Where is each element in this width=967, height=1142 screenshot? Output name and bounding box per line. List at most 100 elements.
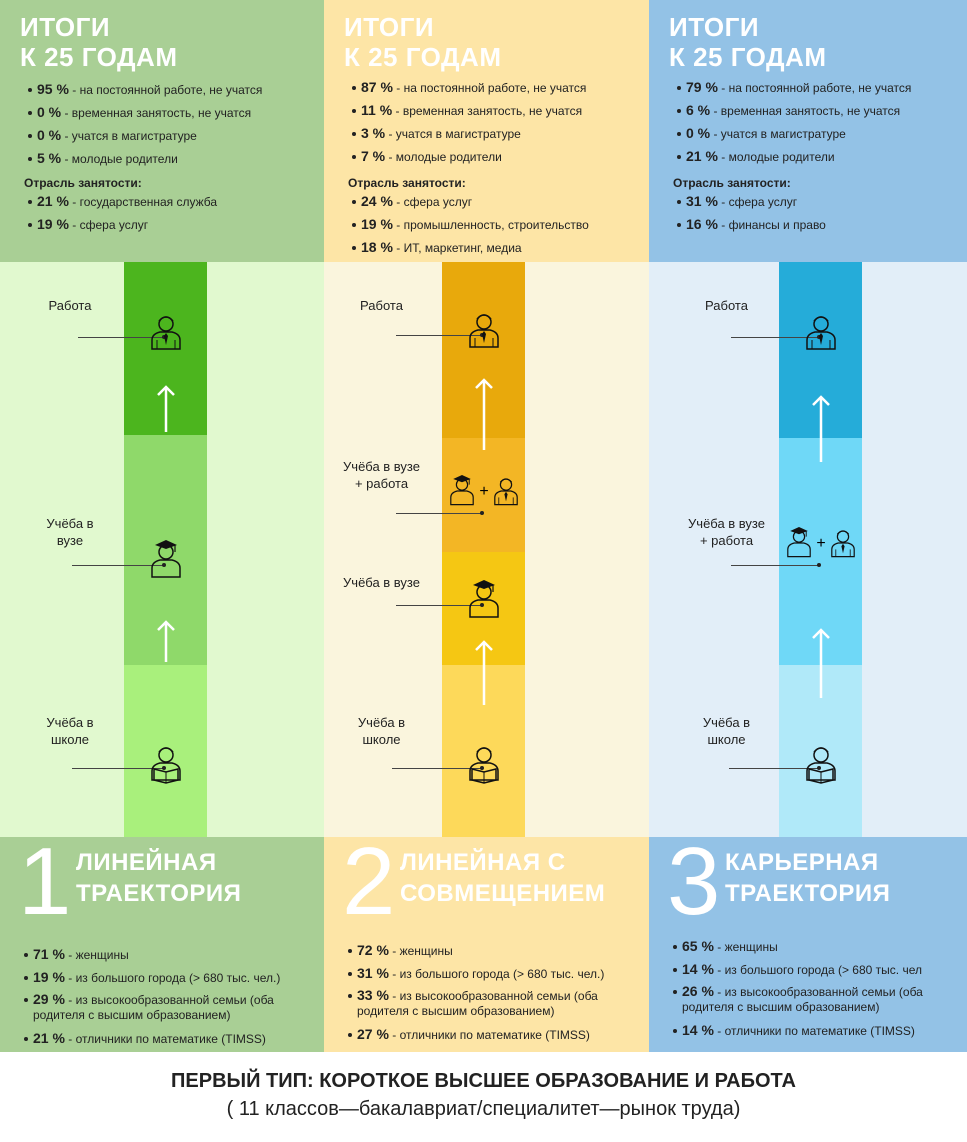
industry-text: сфера услуг	[728, 195, 798, 209]
leader-line	[72, 565, 164, 566]
profile-text: из высокообразованной семьи (оба родител…	[357, 989, 598, 1018]
arrow-up-icon	[474, 640, 493, 705]
outcome-item: 0 % - учатся в магистратуре	[28, 124, 262, 147]
leader-line	[78, 337, 164, 338]
outcome-percent: 0 %	[37, 104, 62, 120]
profile-item: 31 % - из большого города (> 680 тыс. че…	[348, 962, 639, 985]
results-panel: ИТОГИ К 25 ГОДАМ 79 % - на постоянной рабо…	[649, 0, 967, 262]
trajectory-diagram: Работа Учёба в вузе + работа + Учёба в школе	[649, 262, 967, 837]
outcome-item: 11 % - временная занятость, не учатся	[352, 99, 586, 122]
industry-item: 19 % - промышленность, строительство	[352, 213, 589, 236]
outcome-text: молодые родители	[728, 150, 835, 164]
leader-dot	[161, 766, 166, 770]
industry-percent: 21 %	[37, 193, 69, 209]
outcomes-list: 95 % - на постоянной работе, не учатся 0 …	[28, 78, 262, 170]
worker-icon	[468, 314, 499, 348]
profile-percent: 33 %	[357, 987, 389, 1003]
results-title-line: К 25 ГОДАМ	[669, 42, 827, 72]
profile-item: 26 % - из высокообразованной семьи (оба …	[673, 981, 957, 1019]
stage-label: Учёба в вузе + работа	[688, 516, 765, 548]
industry-item: 19 % - сфера услуг	[28, 213, 217, 236]
arrow-up-icon	[474, 378, 493, 450]
leader-dot	[816, 766, 821, 770]
trajectory-column-1: ИТОГИ К 25 ГОДАМ 95 % - на постоянной рабо…	[0, 0, 324, 1052]
industry-text: ИТ, маркетинг, медиа	[403, 241, 522, 255]
industry-percent: 31 %	[686, 193, 718, 209]
stage-label: Учёба в школе	[357, 715, 406, 747]
profile-item: 72 % - женщины	[348, 939, 639, 962]
outcome-percent: 87 %	[361, 79, 393, 95]
outcome-text: временная занятость, не учатся	[720, 104, 901, 118]
outcome-text: на постоянной работе, не учатся	[403, 81, 587, 95]
footer-title: ПЕРВЫЙ ТИП: КОРОТКОЕ ВЫСШЕЕ ОБРАЗОВАНИЕ …	[171, 1070, 796, 1092]
arrow-up-icon	[156, 385, 175, 432]
industry-item: 16 % - финансы и право	[677, 213, 826, 236]
profile-percent: 29 %	[33, 991, 65, 1007]
stage-segment	[442, 438, 525, 552]
profile-text: из большого города (> 680 тыс. чел.)	[75, 971, 281, 985]
outcome-item: 21 % - молодые родители	[677, 145, 911, 168]
outcome-item: 7 % - молодые родители	[352, 145, 586, 168]
leader-dot	[479, 603, 484, 607]
industry-text: сфера услуг	[79, 218, 149, 232]
trajectory-number: 2	[342, 828, 396, 935]
results-title: ИТОГИ К 25 ГОДАМ	[20, 12, 177, 72]
outcome-text: на постоянной работе, не учатся	[79, 83, 263, 97]
industry-percent: 24 %	[361, 193, 393, 209]
profile-text: из большого города (> 680 тыс. чел	[724, 963, 922, 977]
industry-label: Отрасль занятости:	[673, 176, 791, 190]
worker-icon	[150, 316, 181, 350]
trajectory-number: 1	[18, 828, 72, 935]
stage-segment	[124, 665, 207, 837]
industry-percent: 16 %	[686, 216, 718, 232]
profile-item: 19 % - из большого города (> 680 тыс. че…	[24, 966, 314, 989]
student-with-book-icon	[150, 747, 181, 784]
leader-dot	[161, 563, 166, 567]
trajectory-name-line: ТРАЕКТОРИЯ	[76, 880, 242, 907]
trajectory-name-line: СОВМЕЩЕНИЕМ	[400, 880, 606, 907]
leader-dot	[816, 563, 821, 567]
profile-list: 72 % - женщины 31 % - из большого города …	[348, 939, 639, 1046]
profile-list: 65 % - женщины 14 % - из большого города …	[673, 935, 957, 1042]
stage-label: Учёба в вузе	[46, 516, 94, 548]
outcome-item: 95 % - на постоянной работе, не учатся	[28, 78, 262, 101]
leader-line	[731, 565, 819, 566]
industry-percent: 18 %	[361, 239, 393, 255]
student-with-book-icon	[805, 747, 836, 784]
outcome-text: учатся в магистратуре	[71, 129, 197, 143]
industries-list: 31 % - сфера услуг 16 % - финансы и право	[677, 190, 826, 236]
stage-segment	[779, 438, 862, 665]
outcome-item: 87 % - на постоянной работе, не учатся	[352, 76, 586, 99]
outcome-percent: 3 %	[361, 125, 386, 141]
industries-list: 24 % - сфера услуг 19 % - промышленность,…	[352, 190, 589, 259]
profile-item: 21 % - отличники по математике (TIMSS)	[24, 1027, 314, 1050]
industry-label: Отрасль занятости:	[24, 176, 142, 190]
profile-item: 65 % - женщины	[673, 935, 957, 958]
profile-text: женщины	[75, 948, 129, 962]
leader-line	[392, 768, 482, 769]
outcome-text: временная занятость, не учатся	[402, 104, 583, 118]
profile-percent: 21 %	[33, 1030, 65, 1046]
profile-percent: 27 %	[357, 1026, 389, 1042]
trajectory-name-line: ЛИНЕЙНАЯ	[76, 849, 217, 876]
trajectory-name-line: КАРЬЕРНАЯ	[725, 849, 879, 876]
leader-dot	[161, 335, 166, 339]
profile-item: 71 % - женщины	[24, 943, 314, 966]
trajectory-name-line: ЛИНЕЙНАЯ С	[400, 849, 566, 876]
profile-text: из высокообразованной семьи (оба родител…	[33, 993, 274, 1022]
profile-list: 71 % - женщины 19 % - из большого города …	[24, 943, 314, 1050]
outcome-item: 3 % - учатся в магистратуре	[352, 122, 586, 145]
footer-subtitle: ( 11 классов—бакалавриат/специалитет—рын…	[226, 1098, 741, 1120]
outcome-text: учатся в магистратуре	[395, 127, 521, 141]
results-title: ИТОГИ К 25 ГОДАМ	[669, 12, 826, 72]
outcome-percent: 11 %	[361, 102, 393, 118]
stage-label: Работа	[360, 298, 403, 313]
trajectory-profile: 1 ЛИНЕЙНАЯ ТРАЕКТОРИЯ 71 % - женщины 19 % - …	[0, 832, 324, 1052]
graduate-icon	[468, 580, 499, 618]
results-title-line: К 25 ГОДАМ	[344, 42, 502, 72]
trajectory-diagram: Работа Учёба в вузе Учёба в школе	[0, 262, 324, 837]
leader-line	[396, 335, 482, 336]
outcome-text: молодые родители	[395, 150, 502, 164]
outcome-text: временная занятость, не учатся	[71, 106, 252, 120]
outcome-percent: 0 %	[37, 127, 62, 143]
